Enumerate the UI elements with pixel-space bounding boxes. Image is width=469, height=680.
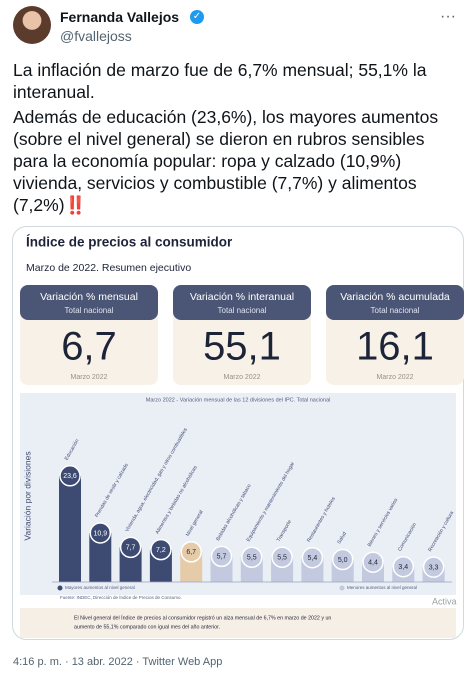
author-name[interactable]: Fernanda Vallejos — [60, 9, 180, 25]
more-button[interactable]: ··· — [440, 8, 456, 25]
value-label: 5,5 — [277, 555, 287, 562]
card-value: 6,7 — [61, 325, 117, 369]
card-period: Marzo 2022 — [71, 374, 108, 381]
note-box — [20, 608, 456, 638]
card-value: 55,1 — [203, 325, 281, 369]
card-subtitle: Total nacional — [371, 306, 420, 315]
value-badge — [119, 536, 142, 559]
value-badge — [392, 555, 415, 578]
value-badge — [180, 541, 202, 563]
card-subtitle: Total nacional — [65, 306, 114, 315]
legend-swatch — [57, 585, 63, 591]
value-badge — [150, 538, 172, 561]
card-header — [173, 285, 311, 320]
value-label: 3,4 — [398, 564, 408, 571]
tweet-paragraph: La inflación de marzo fue de 6,7% mensua… — [13, 60, 427, 102]
card-subtitle: Total nacional — [218, 306, 267, 315]
timestamp[interactable]: 4:16 p. m. · 13 abr. 2022 · Twitter Web … — [13, 656, 223, 668]
value-label: 4,4 — [368, 560, 378, 567]
value-badge — [210, 545, 233, 568]
bar — [59, 475, 81, 582]
value-badge — [241, 546, 263, 568]
avatar[interactable] — [13, 6, 51, 44]
card-value: 16,1 — [356, 325, 434, 369]
card-period: Marzo 2022 — [224, 374, 261, 381]
card-title: Variación % interanual — [190, 291, 294, 303]
tweet-paragraph: Además de educación (23,6%), los mayores… — [13, 107, 439, 215]
value-label: 5,5 — [247, 555, 257, 562]
author-handle[interactable]: @fvallejoss — [60, 28, 132, 44]
card-header — [326, 285, 464, 320]
y-axis-label: Variación por divisiones — [22, 451, 32, 540]
note-line: El Nivel general del Índice de precios a… — [74, 614, 331, 621]
card-title: Variación % acumulada — [340, 291, 450, 303]
note-line: aumento de 55,1% comparado con igual mes… — [74, 624, 220, 630]
value-badge — [362, 551, 384, 573]
value-label: 23,6 — [63, 473, 77, 480]
chart-panel — [20, 393, 456, 595]
value-label: 3,3 — [429, 564, 439, 571]
value-badge — [89, 522, 112, 544]
value-badge — [331, 548, 354, 571]
bar — [89, 532, 112, 582]
legend-label: Menores aumentos al nivel general — [347, 585, 417, 590]
value-badge — [59, 465, 81, 487]
legend-label: Mayores aumentos al nivel general — [65, 585, 135, 590]
value-label: 5,0 — [338, 557, 348, 564]
legend-swatch — [339, 585, 345, 591]
value-label: 10,9 — [93, 530, 107, 537]
chart-title: Marzo 2022 - Variación mensual de las 12… — [146, 397, 330, 403]
tweet-text: La inflación de marzo fue de 6,7% mensua… — [13, 59, 459, 219]
value-label: 7,2 — [156, 547, 166, 554]
category-label: Salud — [336, 531, 348, 545]
value-label: 5,7 — [217, 554, 227, 561]
watermark: Activa — [432, 596, 457, 606]
value-label: 6,7 — [186, 549, 196, 556]
infographic[interactable]: Índice de precios al consumidor Marzo de… — [12, 226, 464, 640]
source: Fuente: INDEC, Dirección de Índice de Pr… — [60, 594, 182, 600]
infographic-subtitle: Marzo de 2022. Resumen ejecutivo — [26, 262, 191, 274]
value-label: 7,7 — [126, 545, 136, 552]
value-label: 5,4 — [308, 555, 318, 562]
value-badge — [271, 546, 293, 568]
verified-badge: ✓ — [190, 10, 204, 24]
value-badge — [301, 546, 324, 569]
infographic-title: Índice de precios al consumidor — [26, 235, 233, 250]
value-badge — [422, 556, 445, 578]
card-title: Variación % mensual — [40, 291, 138, 303]
card-header — [20, 285, 158, 320]
card-period: Marzo 2022 — [377, 374, 414, 381]
